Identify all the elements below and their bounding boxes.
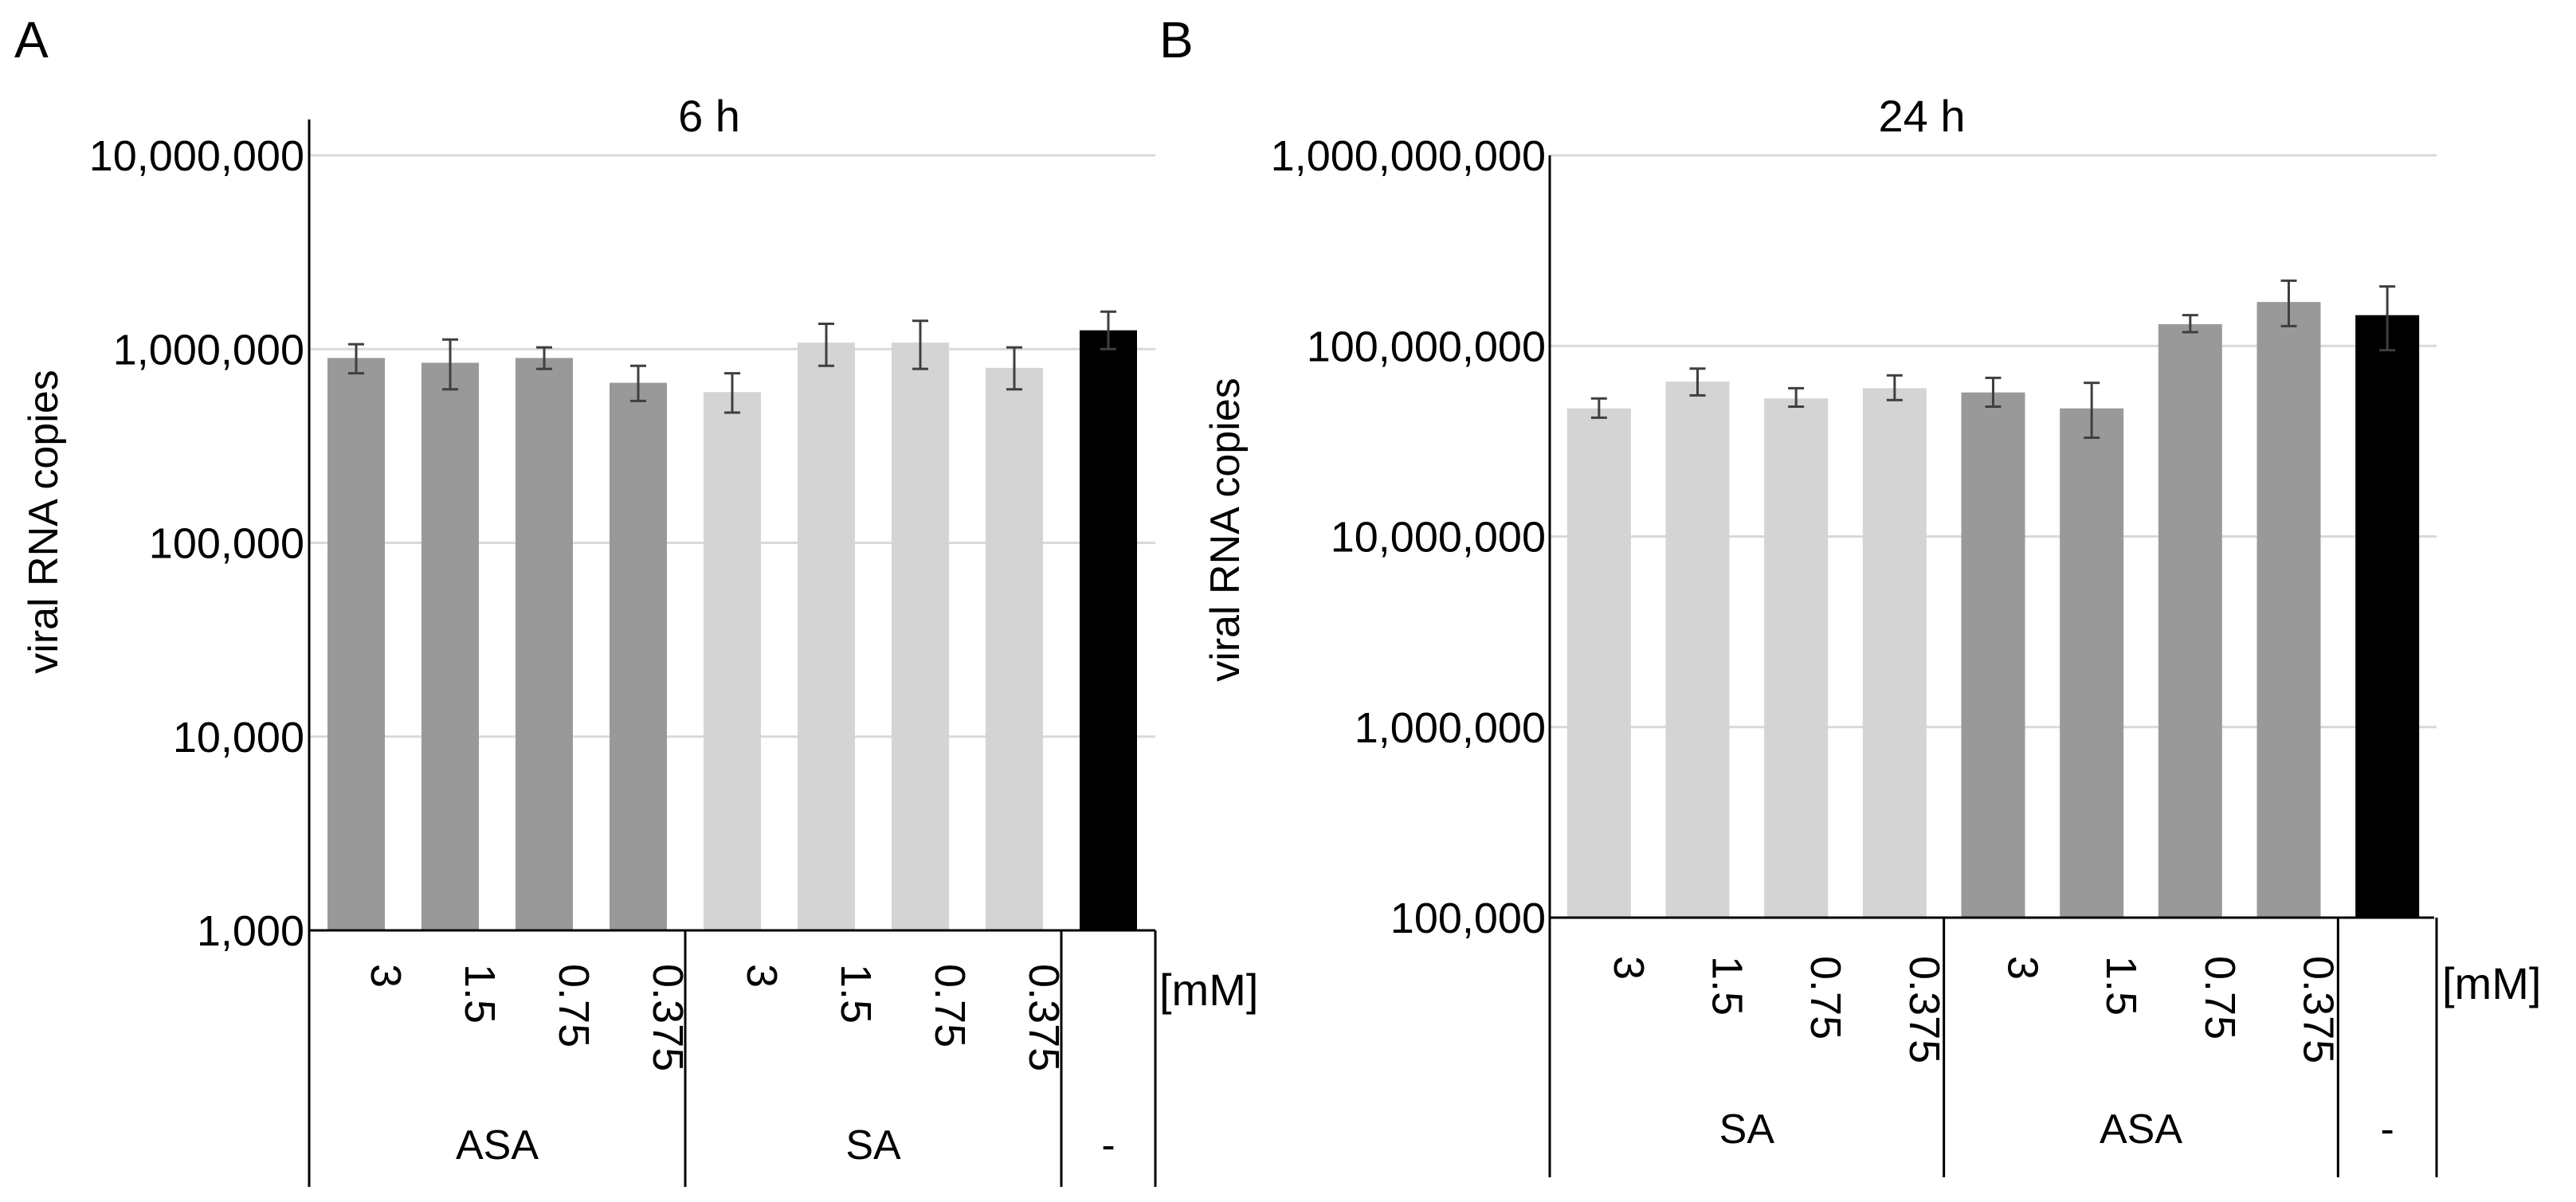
x-category-label: 0.375 <box>2295 956 2343 1063</box>
x-group-label: SA <box>1719 1106 1775 1153</box>
bar <box>2355 315 2420 918</box>
x-group-label: - <box>1101 1122 1115 1169</box>
y-tick-label: 1,000 <box>197 907 304 955</box>
chart-title: 6 h <box>678 91 740 141</box>
x-category-label: 0.75 <box>2196 956 2244 1040</box>
bars <box>1566 302 2420 918</box>
y-axis-label: viral RNA copies <box>21 370 67 673</box>
panel-a: A 6 h viral RNA copies 1,000 10,000 100,00… <box>14 11 1258 1187</box>
x-group-labels: ASA SA - <box>456 1122 1115 1169</box>
bar <box>610 382 667 930</box>
bar <box>1862 388 1927 918</box>
x-category-label: 3 <box>1999 956 2047 980</box>
x-category-label: 0.75 <box>550 964 598 1047</box>
panel-label: B <box>1159 11 1194 69</box>
bar <box>1566 408 1631 918</box>
bar <box>1764 398 1829 918</box>
x-category-label: 3 <box>738 964 786 988</box>
x-group-labels: SA ASA - <box>1719 1106 2394 1153</box>
x-category-label: 1.5 <box>456 964 504 1024</box>
bar <box>704 392 761 930</box>
x-category-labels: 3 1.5 0.75 0.375 3 1.5 0.75 0.375 <box>362 964 1068 1071</box>
x-group-label: - <box>2381 1106 2394 1153</box>
x-category-label: 1.5 <box>1704 956 1751 1016</box>
y-axis-label: viral RNA copies <box>1202 378 1249 681</box>
error-bars <box>1590 279 2396 439</box>
bar <box>2158 323 2222 918</box>
bar <box>421 362 479 931</box>
bar <box>1961 392 2025 918</box>
x-category-label: 3 <box>1605 956 1653 980</box>
x-category-label: 0.75 <box>1802 956 1849 1040</box>
y-tick-label: 100,000 <box>149 520 304 568</box>
bar <box>327 358 385 931</box>
bar <box>1080 330 1137 930</box>
chart-title: 24 h <box>1879 91 1966 141</box>
bar <box>2060 408 2124 918</box>
x-category-label: 0.375 <box>644 964 692 1071</box>
y-tick-label: 10,000,000 <box>1331 514 1546 562</box>
x-category-label: 3 <box>362 964 410 988</box>
y-tick-labels: 1,000 10,000 100,000 1,000,000 10,000,000 <box>89 132 304 955</box>
bar <box>516 358 573 931</box>
y-tick-label: 1,000,000 <box>1355 704 1546 752</box>
x-category-label: 1.5 <box>832 964 880 1024</box>
axes <box>1548 155 2438 1177</box>
y-tick-label: 10,000 <box>173 714 304 762</box>
unit-label: [mM] <box>2442 958 2541 1008</box>
unit-label: [mM] <box>1159 965 1258 1015</box>
y-tick-label: 100,000,000 <box>1307 323 1546 370</box>
error-bars <box>348 310 1116 414</box>
y-tick-labels: 100,000 1,000,000 10,000,000 100,000,000 1,0… <box>1271 132 1546 942</box>
x-group-label: SA <box>845 1122 901 1169</box>
bar <box>986 367 1043 930</box>
bars <box>327 330 1137 931</box>
bar <box>892 343 949 931</box>
y-tick-label: 1,000,000 <box>113 326 304 374</box>
x-category-labels: 3 1.5 0.75 0.375 3 1.5 0.75 0.375 <box>1605 956 2343 1063</box>
y-tick-label: 1,000,000,000 <box>1271 132 1546 180</box>
bar <box>1665 382 1730 918</box>
x-group-label: ASA <box>456 1122 539 1169</box>
x-category-label: 0.375 <box>1900 956 1948 1063</box>
x-group-label: ASA <box>2100 1106 2182 1153</box>
axes <box>308 119 1157 1187</box>
x-category-label: 1.5 <box>2097 956 2145 1016</box>
panel-b: B 24 h viral RNA copies 100,000 1,000,000… <box>1159 11 2541 1177</box>
bar <box>798 343 855 931</box>
panel-label: A <box>14 11 49 69</box>
bar <box>2256 302 2321 918</box>
y-tick-label: 10,000,000 <box>89 132 304 180</box>
x-category-label: 0.375 <box>1020 964 1068 1071</box>
y-tick-label: 100,000 <box>1390 895 1546 942</box>
x-category-label: 0.75 <box>926 964 974 1047</box>
